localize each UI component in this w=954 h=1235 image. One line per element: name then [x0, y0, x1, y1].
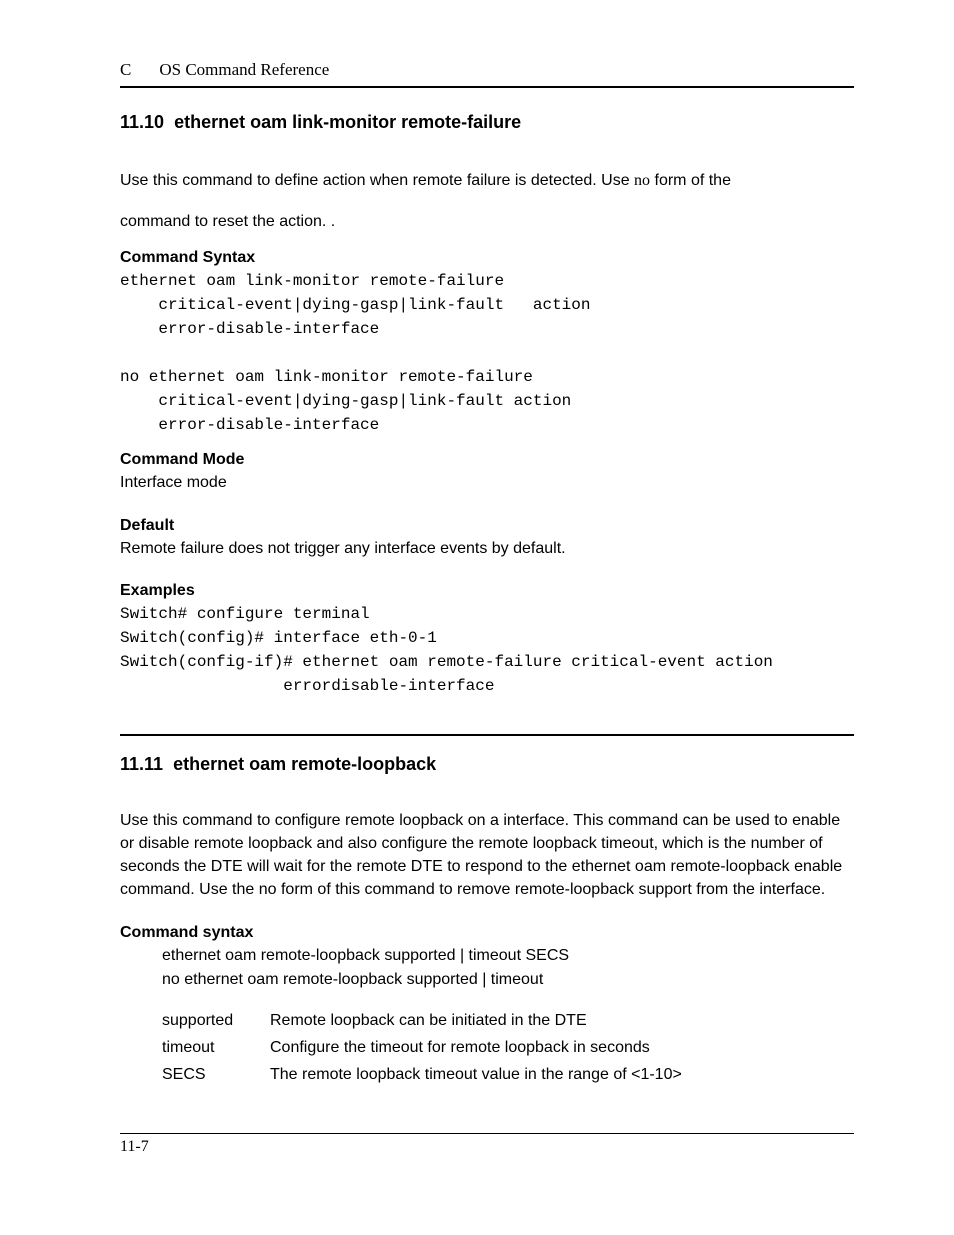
- section1-intro: Use this command to define action when r…: [120, 167, 854, 194]
- footer-rule: [120, 1133, 854, 1134]
- syntax-line: ethernet oam remote-loopback supported |…: [120, 944, 854, 969]
- command-syntax-heading-2: Command syntax: [120, 924, 854, 942]
- document-page: C OS Command Reference 11.10 ethernet oa…: [0, 0, 954, 1196]
- command-syntax-block-2: ethernet oam remote-loopback supported |…: [120, 944, 854, 994]
- section1-intro-line2: command to reset the action. .: [120, 208, 854, 235]
- command-syntax-heading: Command Syntax: [120, 249, 854, 267]
- page-number: 11-7: [120, 1138, 854, 1156]
- param-name: timeout: [162, 1036, 262, 1059]
- section-heading-11-10: 11.10 ethernet oam link-monitor remote-f…: [120, 112, 854, 133]
- section-title-text: ethernet oam remote-loopback: [173, 754, 436, 774]
- syntax-line: no ethernet oam remote-loopback supporte…: [120, 968, 854, 993]
- examples-heading: Examples: [120, 582, 854, 600]
- page-header: C OS Command Reference: [120, 60, 854, 80]
- command-syntax-code: ethernet oam link-monitor remote-failure…: [120, 269, 854, 437]
- default-text: Remote failure does not trigger any inte…: [120, 537, 854, 560]
- param-desc: Remote loopback can be initiated in the …: [270, 1009, 854, 1032]
- param-desc: The remote loopback timeout value in the…: [270, 1063, 854, 1086]
- default-heading: Default: [120, 517, 854, 535]
- parameter-table: supported Remote loopback can be initiat…: [120, 1009, 854, 1087]
- header-title: OS Command Reference: [159, 60, 329, 80]
- section-heading-11-11: 11.11 ethernet oam remote-loopback: [120, 754, 854, 775]
- header-rule: [120, 86, 854, 88]
- section-number: 11.11: [120, 754, 163, 774]
- intro-text-2: form of the: [650, 172, 731, 189]
- section-title-text: ethernet oam link-monitor remote-failure: [174, 112, 521, 132]
- examples-code: Switch# configure terminal Switch(config…: [120, 602, 854, 698]
- intro-no-keyword: no: [634, 172, 650, 189]
- section2-intro: Use this command to configure remote loo…: [120, 809, 854, 902]
- param-name: SECS: [162, 1063, 262, 1086]
- header-chapter-letter: C: [120, 60, 131, 80]
- param-desc: Configure the timeout for remote loopbac…: [270, 1036, 854, 1059]
- section-number: 11.10: [120, 112, 164, 132]
- param-name: supported: [162, 1009, 262, 1032]
- section-divider: [120, 734, 854, 736]
- command-mode-text: Interface mode: [120, 471, 854, 494]
- intro-text-1: Use this command to define action when r…: [120, 172, 634, 189]
- command-mode-heading: Command Mode: [120, 451, 854, 469]
